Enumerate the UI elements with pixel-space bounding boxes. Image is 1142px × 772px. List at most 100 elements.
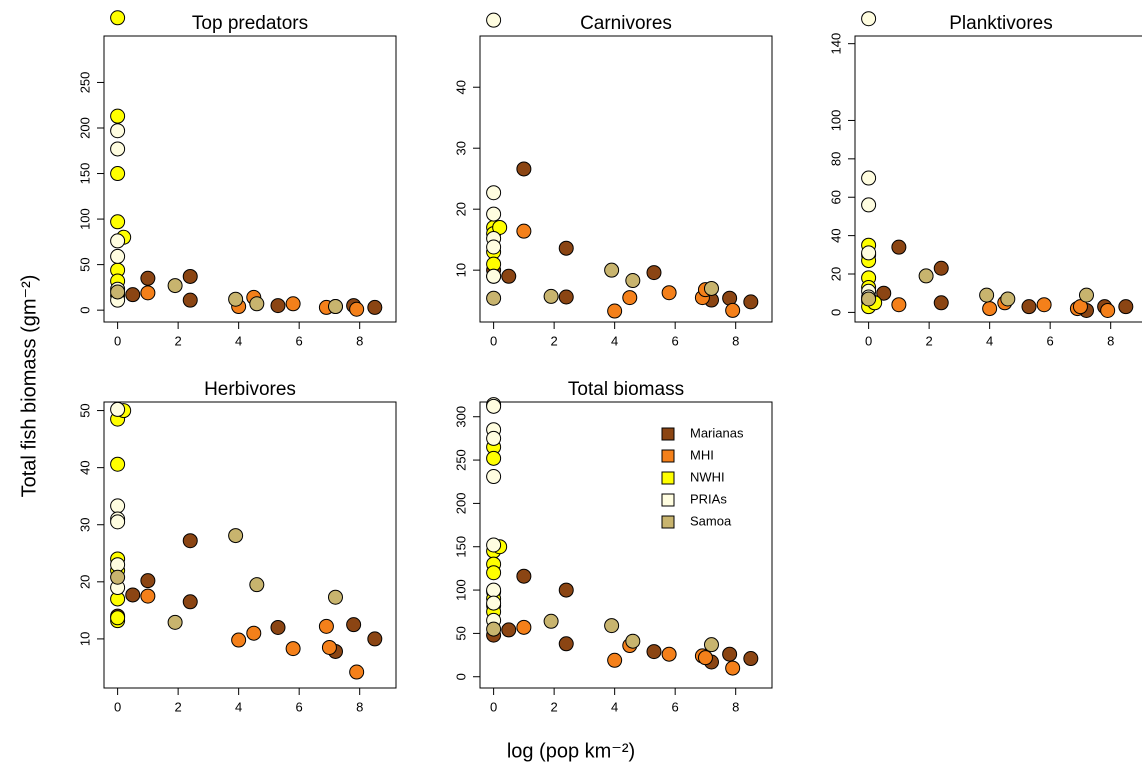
point xyxy=(703,637,719,653)
point xyxy=(722,290,738,306)
panel-title: Total biomass xyxy=(568,379,684,400)
point xyxy=(646,644,662,660)
panel-title: Top predators xyxy=(192,13,308,34)
point xyxy=(861,291,877,307)
point xyxy=(661,285,677,301)
panel-title: Carnivores xyxy=(580,13,672,34)
point xyxy=(182,268,198,284)
x-tick-label: 4 xyxy=(235,333,242,348)
y-tick-label: 140 xyxy=(828,33,843,55)
point xyxy=(486,206,502,222)
point xyxy=(110,214,126,230)
x-tick-label: 2 xyxy=(175,333,182,348)
y-tick-label: 40 xyxy=(453,80,468,94)
point xyxy=(486,450,502,466)
point xyxy=(367,299,383,315)
point xyxy=(516,223,532,239)
y-tick-label: 0 xyxy=(453,673,468,680)
point xyxy=(231,632,247,648)
y-tick-label: 10 xyxy=(453,263,468,277)
point xyxy=(743,294,759,310)
point xyxy=(604,618,620,634)
y-tick-label: 0 xyxy=(77,307,92,314)
legend-label: PRIAs xyxy=(690,491,727,506)
point xyxy=(110,498,126,514)
x-tick-label: 0 xyxy=(114,333,121,348)
x-tick-label: 6 xyxy=(296,699,303,714)
y-tick-label: 80 xyxy=(828,152,843,166)
x-tick-label: 0 xyxy=(490,699,497,714)
y-tick-label: 30 xyxy=(77,518,92,532)
point xyxy=(543,288,559,304)
legend-label: Samoa xyxy=(690,513,732,528)
point xyxy=(110,610,126,626)
point xyxy=(349,301,365,317)
y-tick-label: 10 xyxy=(77,632,92,646)
point xyxy=(558,636,574,652)
point xyxy=(625,273,641,289)
y-tick-label: 200 xyxy=(77,117,92,139)
point xyxy=(346,617,362,633)
point xyxy=(110,514,126,530)
point xyxy=(327,299,343,315)
legend-swatch xyxy=(661,515,675,529)
point xyxy=(486,469,502,485)
point xyxy=(918,268,934,284)
x-tick-label: 6 xyxy=(672,333,679,348)
legend-swatch xyxy=(661,449,675,463)
point xyxy=(516,568,532,584)
x-tick-label: 8 xyxy=(732,699,739,714)
point xyxy=(558,289,574,305)
point xyxy=(501,622,517,638)
point xyxy=(861,11,877,27)
point xyxy=(891,297,907,313)
point xyxy=(486,430,502,446)
point xyxy=(1036,297,1052,313)
x-tick-label: 2 xyxy=(551,333,558,348)
point xyxy=(486,239,502,255)
point xyxy=(604,262,620,278)
point xyxy=(743,651,759,667)
x-tick-label: 6 xyxy=(1047,333,1054,348)
point xyxy=(861,170,877,186)
point xyxy=(140,270,156,286)
point xyxy=(622,290,638,306)
point xyxy=(167,278,183,294)
point xyxy=(110,401,126,417)
y-tick-label: 50 xyxy=(77,403,92,417)
point xyxy=(140,573,156,589)
point xyxy=(228,528,244,544)
point xyxy=(558,582,574,598)
x-tick-label: 8 xyxy=(356,699,363,714)
y-tick-label: 250 xyxy=(453,449,468,471)
point xyxy=(318,618,334,634)
point xyxy=(367,631,383,647)
point xyxy=(140,588,156,604)
legend-swatch xyxy=(661,471,675,485)
point xyxy=(486,621,502,637)
point xyxy=(249,296,265,312)
point xyxy=(1118,299,1134,315)
point xyxy=(321,639,337,655)
point xyxy=(486,290,502,306)
point xyxy=(486,537,502,553)
plot-box xyxy=(479,401,773,689)
x-tick-label: 0 xyxy=(865,333,872,348)
point xyxy=(625,633,641,649)
plot-box xyxy=(854,35,1142,323)
point xyxy=(110,233,126,249)
x-tick-label: 4 xyxy=(611,699,618,714)
panel-title: Planktivores xyxy=(949,13,1053,34)
point xyxy=(861,245,877,261)
y-tick-label: 100 xyxy=(828,110,843,132)
y-tick-label: 150 xyxy=(77,163,92,185)
x-tick-label: 6 xyxy=(672,699,679,714)
point xyxy=(1078,287,1094,303)
point xyxy=(270,298,286,314)
point xyxy=(228,291,244,307)
plot-box xyxy=(103,35,397,323)
point xyxy=(933,295,949,311)
point xyxy=(285,641,301,657)
